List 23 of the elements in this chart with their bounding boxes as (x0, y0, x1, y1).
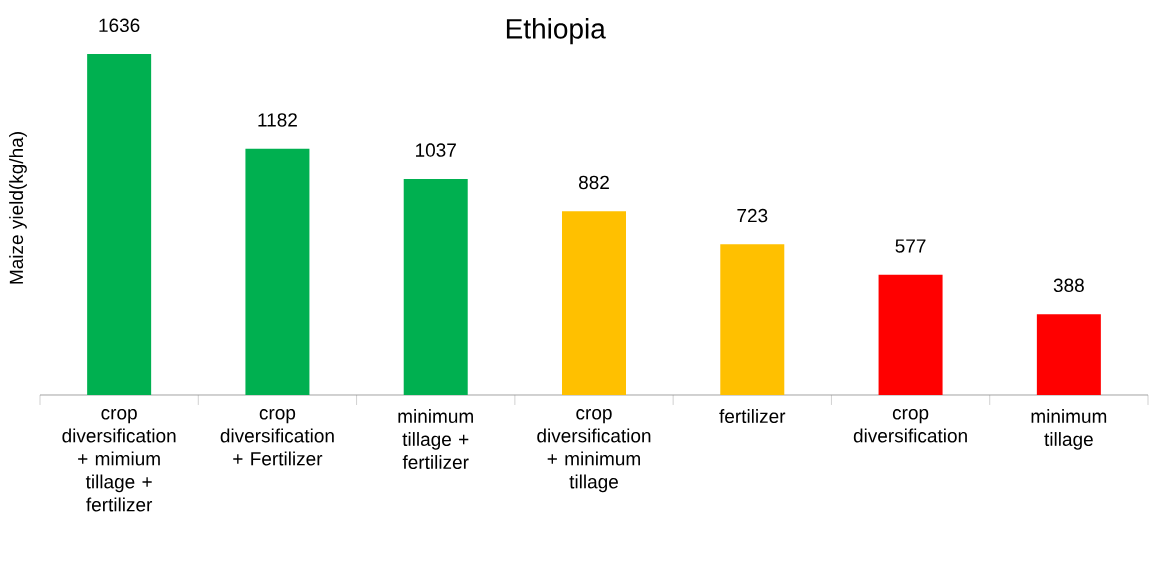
bar (87, 54, 152, 395)
chart-title: Ethiopia (506, 18, 606, 45)
bar (720, 244, 785, 395)
x-tick-label: crop diversification + minimum tillage (537, 409, 651, 493)
x-tick-label: crop diversification + Fertilizer (220, 409, 334, 466)
data-label: 723 (737, 208, 768, 223)
data-label: 1037 (416, 143, 456, 157)
x-tick-label: crop diversification + mimium tillage + fertilizer (62, 409, 176, 512)
data-label: 388 (1053, 278, 1084, 293)
x-tick-label: minimum tillage (1031, 409, 1107, 450)
bar (403, 178, 468, 395)
data-label: 882 (578, 175, 609, 190)
data-label: 1636 (99, 18, 140, 33)
data-label: 1182 (258, 113, 297, 127)
bar (245, 148, 310, 395)
x-tick-label: crop diversification (853, 409, 967, 443)
y-axis-title: Maize yield(kg/ha) (9, 132, 27, 284)
x-tick-label: minimum tillage + fertilizer (398, 409, 473, 470)
data-label: 577 (895, 239, 926, 253)
bar (1036, 314, 1101, 395)
bar (562, 211, 626, 395)
bar (878, 274, 943, 395)
x-tick-label: fertilizer (719, 409, 786, 424)
